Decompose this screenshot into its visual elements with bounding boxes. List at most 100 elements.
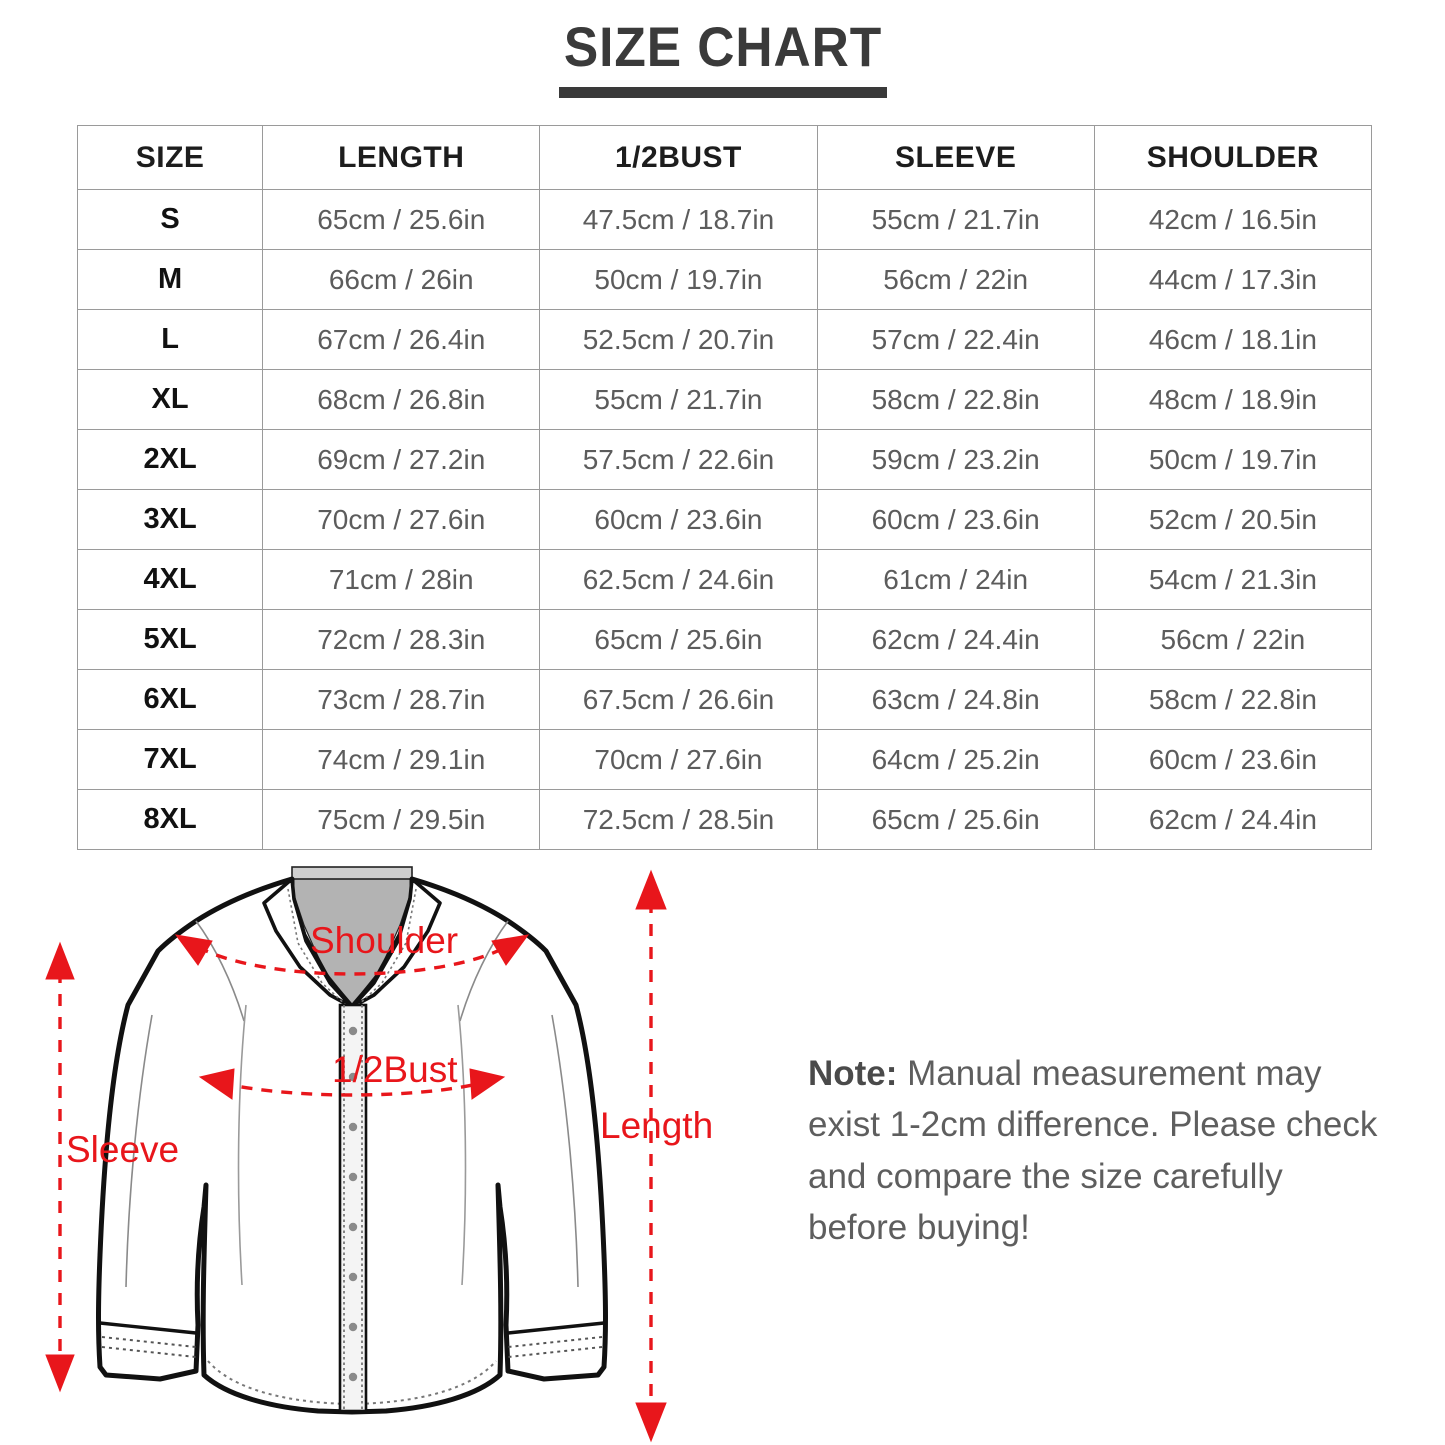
cell-shoulder: 60cm / 23.6in bbox=[1093, 729, 1373, 790]
length-arrowhead-top bbox=[635, 869, 667, 910]
table-row: 6XL 73cm / 28.7in 67.5cm / 26.6in 63cm / 24… bbox=[76, 669, 1373, 730]
cell-size: 2XL bbox=[76, 429, 264, 490]
button bbox=[348, 1026, 358, 1036]
table-row: S 65cm / 25.6in 47.5cm / 18.7in 55cm / 21.7… bbox=[76, 189, 1373, 250]
cell-bust: 52.5cm / 20.7in bbox=[539, 309, 818, 370]
column-header-size: SIZE bbox=[76, 125, 264, 190]
cell-length: 69cm / 27.2in bbox=[262, 429, 541, 490]
cell-size: 3XL bbox=[76, 489, 264, 550]
cell-sleeve: 63cm / 24.8in bbox=[816, 669, 1095, 730]
sleeve-arrowhead-top bbox=[45, 941, 75, 980]
shoulder-arrowhead-left bbox=[174, 934, 213, 966]
cell-shoulder: 62cm / 24.4in bbox=[1093, 789, 1373, 850]
shoulder-seam-right bbox=[459, 920, 509, 1022]
bust-arrow-line bbox=[221, 1081, 483, 1097]
cell-size: M bbox=[76, 249, 264, 310]
button bbox=[348, 1072, 358, 1082]
cell-size: XL bbox=[76, 369, 264, 430]
table-header-row: SIZE LENGTH 1/2BUST SLEEVE SHOULDER bbox=[76, 125, 1373, 190]
note-body: Manual measurement may exist 1-2cm diffe… bbox=[808, 1054, 1378, 1248]
cell-bust: 62.5cm / 24.6in bbox=[539, 549, 818, 610]
button bbox=[348, 1272, 358, 1282]
dart-right bbox=[457, 1004, 467, 1286]
table-row: 3XL 70cm / 27.6in 60cm / 23.6in 60cm / 23.6… bbox=[76, 489, 1373, 550]
cell-size: 4XL bbox=[76, 549, 264, 610]
table-row: XL 68cm / 26.8in 55cm / 21.7in 58cm / 22.8i… bbox=[76, 369, 1373, 430]
column-header-shoulder: SHOULDER bbox=[1093, 125, 1373, 190]
cell-size: 8XL bbox=[76, 789, 264, 850]
cell-shoulder: 58cm / 22.8in bbox=[1093, 669, 1373, 730]
cell-shoulder: 54cm / 21.3in bbox=[1093, 549, 1373, 610]
measurement-arrows bbox=[45, 869, 667, 1443]
note-label: Note: bbox=[808, 1054, 898, 1093]
cell-sleeve: 57cm / 22.4in bbox=[816, 309, 1095, 370]
back-neck-band bbox=[291, 866, 413, 880]
table-row: 2XL 69cm / 27.2in 57.5cm / 22.6in 59cm / 23… bbox=[76, 429, 1373, 490]
cell-shoulder: 56cm / 22in bbox=[1093, 609, 1373, 670]
cell-shoulder: 46cm / 18.1in bbox=[1093, 309, 1373, 370]
length-measure-label: Length bbox=[600, 1105, 714, 1146]
button bbox=[348, 1222, 358, 1232]
dart-left bbox=[237, 1004, 247, 1286]
cell-bust: 57.5cm / 22.6in bbox=[539, 429, 818, 490]
table-row: L 67cm / 26.4in 52.5cm / 20.7in 57cm / 22.4… bbox=[76, 309, 1373, 370]
sleeve-fold-right bbox=[551, 1014, 579, 1288]
table-row: 5XL 72cm / 28.3in 65cm / 25.6in 62cm / 24.4… bbox=[76, 609, 1373, 670]
button bbox=[348, 1122, 358, 1132]
cell-shoulder: 50cm / 19.7in bbox=[1093, 429, 1373, 490]
cell-sleeve: 56cm / 22in bbox=[816, 249, 1095, 310]
cell-length: 74cm / 29.1in bbox=[262, 729, 541, 790]
table-row: 8XL 75cm / 29.5in 72.5cm / 28.5in 65cm / 25… bbox=[76, 789, 1373, 850]
shoulder-arrow-line bbox=[197, 945, 507, 976]
column-header-bust: 1/2BUST bbox=[539, 125, 818, 190]
page-title-block: SIZE CHART bbox=[0, 15, 1445, 98]
page-title: SIZE CHART bbox=[563, 15, 882, 78]
cell-length: 66cm / 26in bbox=[262, 249, 541, 310]
cell-bust: 55cm / 21.7in bbox=[539, 369, 818, 430]
cell-length: 68cm / 26.8in bbox=[262, 369, 541, 430]
cuff-right bbox=[507, 1321, 605, 1335]
cell-sleeve: 60cm / 23.6in bbox=[816, 489, 1095, 550]
shoulder-arrowhead-right bbox=[491, 934, 530, 966]
length-arrowhead-bottom bbox=[635, 1402, 667, 1443]
cuff-stitch-right-a bbox=[507, 1336, 603, 1348]
cell-size: 7XL bbox=[76, 729, 264, 790]
button-group bbox=[348, 1026, 358, 1382]
note-text-block: Note: Manual measurement may exist 1-2cm… bbox=[808, 1048, 1378, 1254]
cell-length: 70cm / 27.6in bbox=[262, 489, 541, 550]
size-chart-body: S 65cm / 25.6in 47.5cm / 18.7in 55cm / 21.7… bbox=[76, 189, 1373, 850]
cuff-left bbox=[99, 1321, 197, 1335]
cuff-stitch-left-b bbox=[101, 1346, 197, 1358]
column-header-length: LENGTH bbox=[262, 125, 541, 190]
bust-measure-label: 1/2Bust bbox=[332, 1049, 458, 1090]
cell-size: 6XL bbox=[76, 669, 264, 730]
cell-shoulder: 44cm / 17.3in bbox=[1093, 249, 1373, 310]
cell-shoulder: 48cm / 18.9in bbox=[1093, 369, 1373, 430]
cell-bust: 60cm / 23.6in bbox=[539, 489, 818, 550]
cell-bust: 47.5cm / 18.7in bbox=[539, 189, 818, 250]
cell-size: L bbox=[76, 309, 264, 370]
cell-length: 65cm / 25.6in bbox=[262, 189, 541, 250]
cuff-stitch-right-b bbox=[507, 1346, 603, 1358]
cell-sleeve: 62cm / 24.4in bbox=[816, 609, 1095, 670]
cell-bust: 50cm / 19.7in bbox=[539, 249, 818, 310]
cell-bust: 70cm / 27.6in bbox=[539, 729, 818, 790]
bust-arrowhead-left bbox=[198, 1068, 235, 1100]
shoulder-measure-label: Shoulder bbox=[310, 920, 459, 961]
table-row: 7XL 74cm / 29.1in 70cm / 27.6in 64cm / 25.2… bbox=[76, 729, 1373, 790]
collar-stitch-right bbox=[355, 888, 417, 1008]
cell-sleeve: 61cm / 24in bbox=[816, 549, 1095, 610]
cell-bust: 72.5cm / 28.5in bbox=[539, 789, 818, 850]
cell-length: 71cm / 28in bbox=[262, 549, 541, 610]
sleeve-measure-label: Sleeve bbox=[66, 1129, 180, 1170]
table-row: 4XL 71cm / 28in 62.5cm / 24.6in 61cm / 24in… bbox=[76, 549, 1373, 610]
shoulder-seam-left bbox=[195, 920, 245, 1022]
cell-length: 67cm / 26.4in bbox=[262, 309, 541, 370]
button bbox=[348, 1172, 358, 1182]
cell-sleeve: 55cm / 21.7in bbox=[816, 189, 1095, 250]
bust-arrowhead-right bbox=[469, 1068, 506, 1100]
cell-bust: 67.5cm / 26.6in bbox=[539, 669, 818, 730]
cell-shoulder: 42cm / 16.5in bbox=[1093, 189, 1373, 250]
cell-sleeve: 64cm / 25.2in bbox=[816, 729, 1095, 790]
cell-length: 73cm / 28.7in bbox=[262, 669, 541, 730]
